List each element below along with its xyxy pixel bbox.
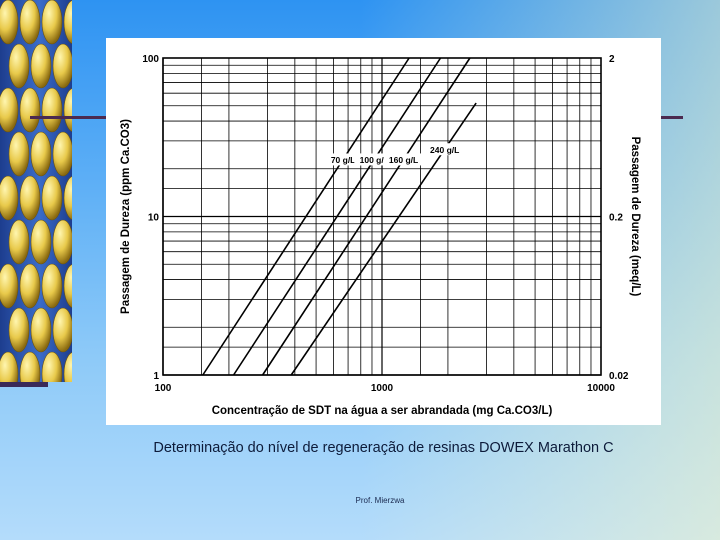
resin-bead <box>8 131 30 177</box>
regeneration-chart: 70 g/L 100 g/L 160 g/L 240 g/L 100 1000 10000 1… <box>120 54 641 417</box>
resin-bead <box>63 0 72 44</box>
resin-bead <box>52 307 72 353</box>
y-tick-label-0: 1 <box>153 371 159 382</box>
series-label-bg-2 <box>383 153 424 166</box>
resin-bead <box>0 263 19 309</box>
series-label-2: 160 g/L <box>389 155 418 165</box>
resin-bead <box>63 176 72 220</box>
resin-bead <box>63 264 72 308</box>
resin-bead <box>8 219 30 265</box>
resin-bead <box>41 0 63 45</box>
resin-beads-image <box>0 0 72 382</box>
y-axis-title: Passagem de Dureza (ppm Ca.CO3) <box>120 119 132 314</box>
series-label-1: 100 g/L <box>360 155 389 165</box>
author-footer: Prof. Mierzwa <box>355 496 405 505</box>
resin-bead <box>63 88 72 132</box>
y2-tick-label-2: 2 <box>609 54 615 65</box>
resin-bead <box>30 131 52 177</box>
resin-bead <box>0 87 19 133</box>
resin-bead <box>8 43 30 89</box>
y2-tick-label-0: 0.02 <box>609 371 629 382</box>
resin-bead <box>0 351 19 382</box>
x-tick-label-1: 1000 <box>371 383 394 394</box>
resin-bead <box>19 263 41 309</box>
x-tick-label-0: 100 <box>155 383 172 394</box>
slide-caption: Determinação do nível de regeneração de … <box>153 440 614 456</box>
resin-bead <box>30 219 52 265</box>
y2-axis-title: Passagem de Dureza (meq/L) <box>629 137 641 297</box>
resin-bead <box>19 0 41 45</box>
resin-bead <box>63 352 72 382</box>
decor-line-right <box>661 116 683 119</box>
resin-bead <box>19 175 41 221</box>
resin-bead <box>30 43 52 89</box>
resin-bead <box>41 175 63 221</box>
y2-tick-label-1: 0.2 <box>609 213 623 224</box>
resin-bead <box>41 263 63 309</box>
series-label-0: 70 g/L <box>331 155 356 165</box>
series-lines: 70 g/L 100 g/L 160 g/L 240 g/L <box>202 57 477 376</box>
series-label-bg-3 <box>424 143 465 156</box>
resin-bead <box>41 351 63 382</box>
x-axis-title: Concentração de SDT na água a ser abrand… <box>212 405 553 417</box>
series-line-1 <box>232 57 442 376</box>
plot-frame <box>162 57 602 376</box>
resin-bead <box>8 307 30 353</box>
resin-bead <box>30 307 52 353</box>
chart-grid <box>162 58 601 376</box>
decor-bar <box>0 382 48 387</box>
resin-bead <box>52 219 72 265</box>
series-line-2 <box>261 57 471 376</box>
series-label-bg-0 <box>323 153 364 166</box>
y-tick-label-1: 10 <box>148 213 160 224</box>
series-label-3: 240 g/L <box>430 145 459 155</box>
chart-panel: 70 g/L 100 g/L 160 g/L 240 g/L 100 1000 10000 1… <box>106 38 661 425</box>
decor-line-left <box>30 116 106 119</box>
resin-bead <box>19 351 41 382</box>
resin-bead <box>0 175 19 221</box>
resin-bead <box>52 131 72 177</box>
series-line-0 <box>202 57 410 376</box>
y-tick-label-2: 100 <box>142 54 159 65</box>
resin-bead <box>0 0 19 45</box>
resin-bead <box>41 87 63 133</box>
resin-bead <box>52 43 72 89</box>
resin-bead <box>19 87 41 133</box>
resin-bead-icon <box>0 0 72 382</box>
x-tick-label-2: 10000 <box>587 383 615 394</box>
